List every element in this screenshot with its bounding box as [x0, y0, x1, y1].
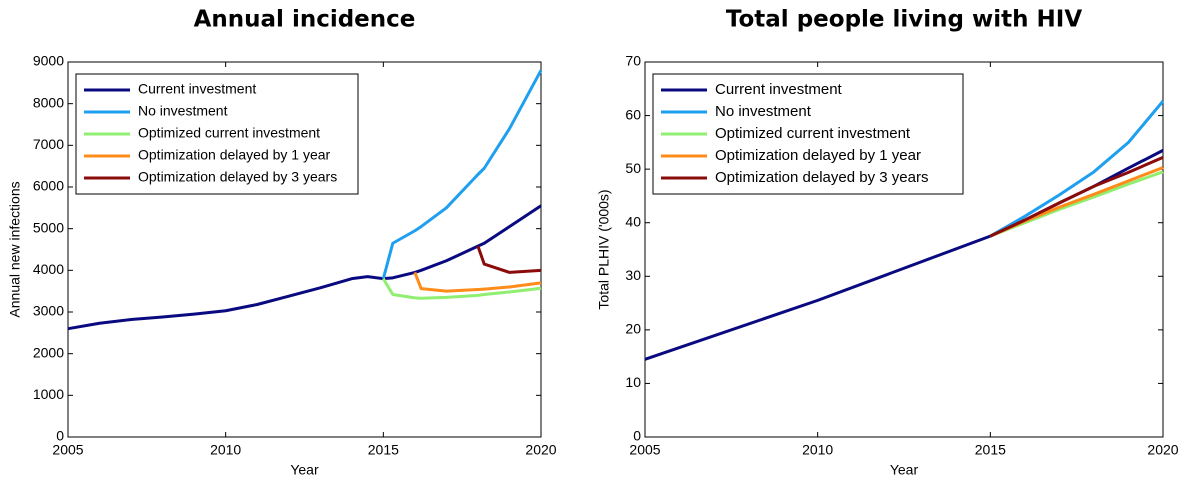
x-tick-label: 2010 — [210, 442, 241, 458]
y-tick-label: 3000 — [33, 303, 64, 319]
y-tick-label: 10 — [625, 374, 641, 390]
x-tick-label: 2010 — [802, 442, 833, 458]
y-axis-label: Total PLHIV ('000s) — [596, 189, 612, 309]
x-tick-label: 2015 — [975, 442, 1006, 458]
y-tick-label: 8000 — [33, 94, 64, 110]
x-tick-label: 2005 — [52, 442, 83, 458]
y-tick-label: 20 — [625, 321, 641, 337]
x-tick-label: 2005 — [629, 442, 660, 458]
legend-label: Current investment — [138, 81, 256, 97]
legend-label: Optimized current investment — [138, 125, 320, 141]
chart-title: Total people living with HIV — [726, 7, 1082, 33]
line-series — [382, 277, 542, 300]
x-tick-label: 2015 — [368, 442, 399, 458]
x-axis-label: Year — [290, 462, 319, 478]
y-axis-label: Annual new infections — [7, 181, 23, 317]
legend-label: No investment — [138, 103, 228, 119]
line-series — [381, 69, 543, 280]
y-tick-label: 1000 — [33, 386, 64, 402]
legend-label: Optimization delayed by 1 year — [138, 147, 331, 163]
legend-label: Optimization delayed by 1 year — [715, 147, 921, 164]
y-tick-label: 0 — [633, 428, 641, 444]
y-tick-label: 70 — [625, 53, 641, 69]
line-series — [67, 204, 542, 331]
y-tick-label: 5000 — [33, 219, 64, 235]
y-tick-label: 4000 — [33, 261, 64, 277]
y-tick-label: 7000 — [33, 136, 64, 152]
y-tick-label: 2000 — [33, 344, 64, 360]
line-series — [476, 245, 542, 274]
legend-label: Current investment — [715, 81, 843, 98]
y-tick-label: 50 — [625, 160, 641, 176]
chart-title: Annual incidence — [194, 7, 416, 33]
legend-label: Optimization delayed by 3 years — [715, 169, 928, 186]
line-series — [413, 271, 542, 293]
y-tick-label: 30 — [625, 267, 641, 283]
y-tick-label: 60 — [625, 106, 641, 122]
line-series — [989, 100, 1165, 238]
x-tick-label: 2020 — [1147, 442, 1178, 458]
y-tick-label: 40 — [625, 213, 641, 229]
line-series — [989, 155, 1164, 238]
x-tick-label: 2020 — [525, 442, 556, 458]
legend-label: Optimization delayed by 3 years — [138, 169, 337, 185]
legend-label: Optimized current investment — [715, 125, 911, 142]
y-tick-label: 9000 — [33, 53, 64, 69]
y-tick-label: 6000 — [33, 178, 64, 194]
y-tick-label: 0 — [56, 428, 64, 444]
x-axis-label: Year — [890, 462, 919, 478]
legend-label: No investment — [715, 103, 812, 120]
